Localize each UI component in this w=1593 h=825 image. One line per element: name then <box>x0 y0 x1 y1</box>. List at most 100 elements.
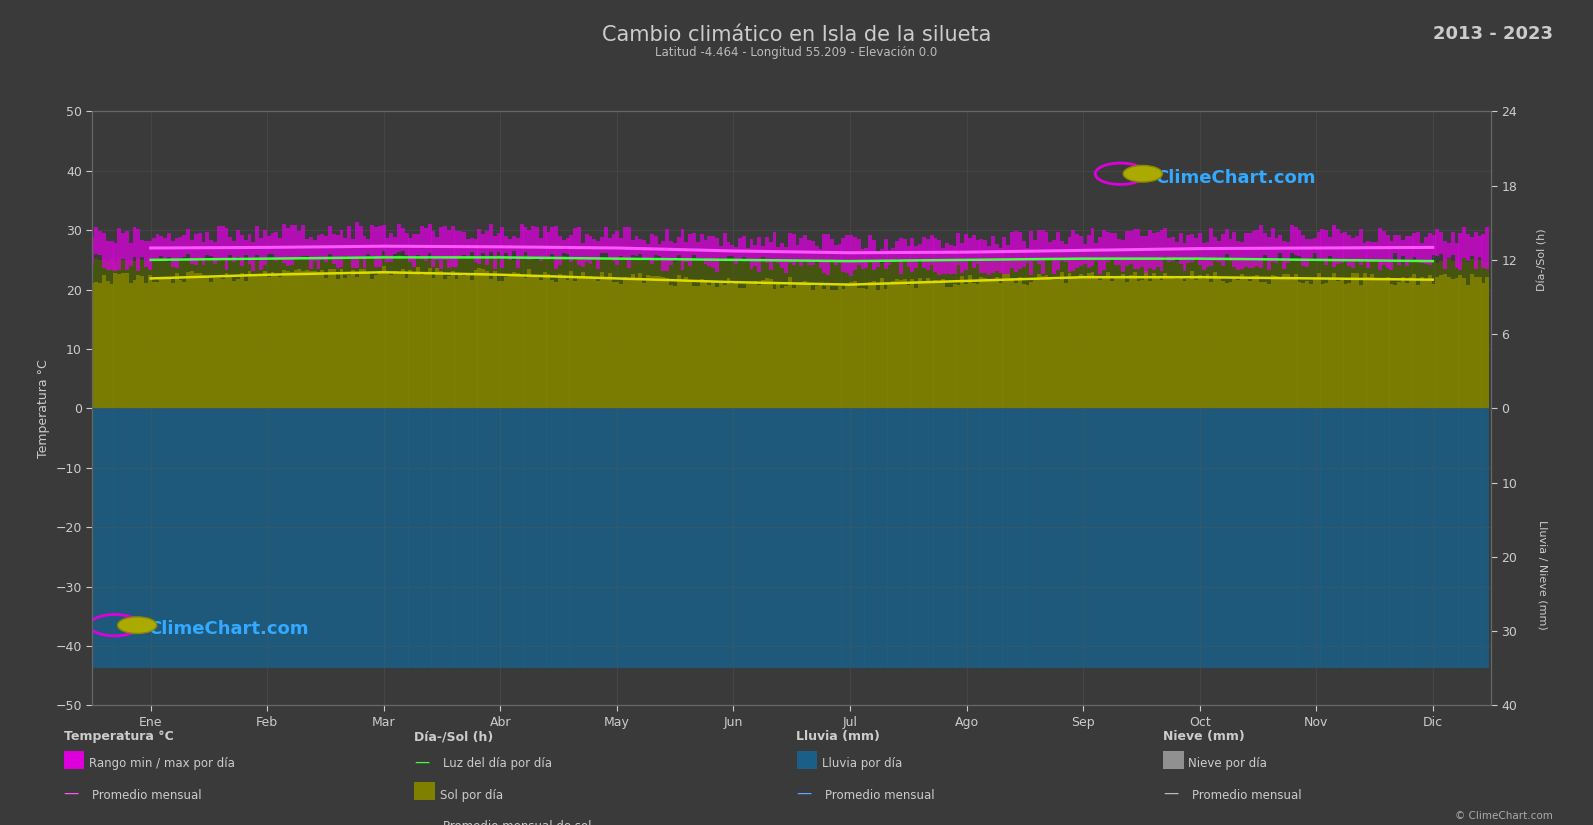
Bar <box>688 259 691 408</box>
Bar <box>233 281 236 408</box>
Bar <box>562 256 566 408</box>
Bar <box>440 408 443 668</box>
Bar <box>852 262 857 408</box>
Bar <box>1252 261 1255 408</box>
Bar <box>1389 284 1394 408</box>
Bar <box>443 258 448 408</box>
Bar <box>1474 408 1478 668</box>
Bar <box>827 286 830 408</box>
Bar <box>183 408 186 668</box>
Bar <box>1313 262 1317 408</box>
Bar <box>1370 408 1375 668</box>
Bar <box>1037 230 1040 264</box>
Bar <box>558 275 562 408</box>
Bar <box>492 271 497 408</box>
Bar <box>941 248 945 274</box>
Bar <box>999 261 1002 408</box>
Bar <box>1190 271 1195 408</box>
Bar <box>1294 257 1298 408</box>
Bar <box>926 258 930 408</box>
Bar <box>1419 277 1424 408</box>
Bar <box>1386 277 1389 408</box>
Bar <box>696 285 699 408</box>
Bar <box>140 240 143 257</box>
Bar <box>1266 258 1271 408</box>
Bar <box>1290 408 1294 668</box>
Bar <box>789 260 792 408</box>
Bar <box>225 273 228 408</box>
Bar <box>1037 274 1040 408</box>
Bar <box>1274 276 1279 408</box>
Bar <box>1179 408 1182 668</box>
Text: © ClimeChart.com: © ClimeChart.com <box>1456 811 1553 821</box>
Bar <box>190 259 194 408</box>
Bar <box>569 408 573 668</box>
Bar <box>994 408 999 668</box>
Bar <box>822 261 827 408</box>
Bar <box>1400 277 1405 408</box>
Bar <box>691 261 696 408</box>
Bar <box>1416 233 1421 261</box>
Bar <box>309 259 312 408</box>
Bar <box>726 408 731 668</box>
Bar <box>228 276 233 408</box>
Bar <box>524 278 527 408</box>
Bar <box>413 272 416 408</box>
Bar <box>650 276 653 408</box>
Bar <box>331 408 336 668</box>
Bar <box>459 258 462 408</box>
Bar <box>1236 257 1239 408</box>
Bar <box>922 237 926 267</box>
Bar <box>298 270 301 408</box>
Bar <box>274 274 279 408</box>
Bar <box>225 229 228 270</box>
Bar <box>1217 278 1220 408</box>
Bar <box>1239 262 1244 408</box>
Bar <box>1018 408 1021 668</box>
Bar <box>1106 261 1110 408</box>
Bar <box>620 238 623 257</box>
Bar <box>543 408 546 668</box>
Bar <box>710 258 715 408</box>
Bar <box>1286 408 1290 668</box>
Bar <box>1149 408 1152 668</box>
Bar <box>252 261 255 408</box>
Bar <box>819 284 822 408</box>
Bar <box>519 259 524 408</box>
Bar <box>312 240 317 262</box>
Bar <box>170 408 175 668</box>
Bar <box>170 257 175 408</box>
Bar <box>1083 277 1086 408</box>
Bar <box>1378 262 1381 408</box>
Bar <box>699 233 704 257</box>
Bar <box>956 285 961 408</box>
Bar <box>1133 272 1137 408</box>
Bar <box>1440 232 1443 254</box>
Bar <box>601 259 604 408</box>
Bar <box>841 408 846 668</box>
Bar <box>1367 241 1370 268</box>
Bar <box>926 278 930 408</box>
Bar <box>980 408 983 668</box>
Bar <box>393 237 397 254</box>
Bar <box>1155 260 1160 408</box>
Bar <box>776 247 781 263</box>
Bar <box>175 259 178 408</box>
Bar <box>1301 261 1305 408</box>
Bar <box>298 408 301 668</box>
Bar <box>413 256 416 408</box>
Bar <box>991 236 996 273</box>
Bar <box>492 257 497 408</box>
Bar <box>279 408 282 668</box>
Bar <box>903 279 906 408</box>
Bar <box>1155 232 1160 267</box>
Bar <box>1301 408 1305 668</box>
Bar <box>1048 279 1053 408</box>
Bar <box>628 227 631 268</box>
Bar <box>344 408 347 668</box>
Bar <box>336 235 339 267</box>
Bar <box>1321 284 1324 408</box>
Bar <box>1474 233 1478 269</box>
Bar <box>975 285 980 408</box>
Bar <box>933 238 937 272</box>
